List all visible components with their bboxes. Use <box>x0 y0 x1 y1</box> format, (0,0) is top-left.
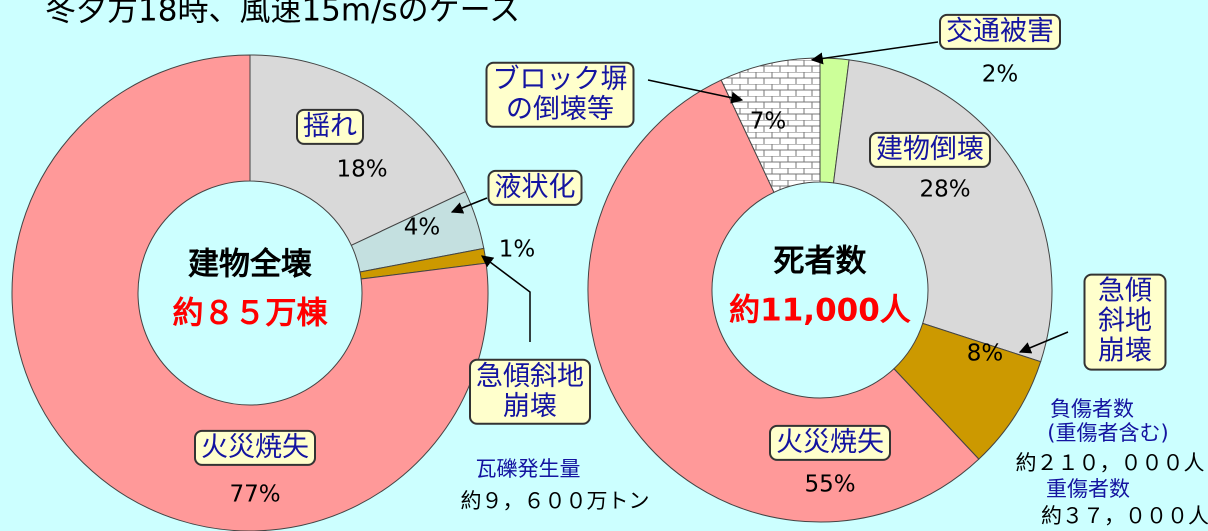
value-label: 28% <box>919 177 970 203</box>
category-label: 急傾斜地 崩壊 <box>1083 273 1167 371</box>
category-label: 火災焼失 <box>194 429 316 467</box>
annotation: 約９，６００万トン <box>460 489 650 513</box>
value-label: 7% <box>750 109 787 135</box>
annotation: 負傷者数 <box>1050 397 1134 421</box>
annotation: 瓦礫発生量 <box>475 457 581 481</box>
donut-segment <box>249 54 467 246</box>
value-label: 77% <box>229 482 280 508</box>
center-label: 約11,000人 <box>729 293 911 329</box>
category-label: 急傾斜地 崩壊 <box>469 358 591 426</box>
value-label: 55% <box>804 472 855 498</box>
annotation: (重傷者含む) <box>1047 421 1169 445</box>
category-label: 建物倒壊 <box>869 131 991 169</box>
leader-line <box>647 79 744 104</box>
category-label: 揺れ <box>296 108 364 146</box>
leader-line <box>481 255 531 342</box>
leader-line <box>450 197 488 214</box>
center-label: 死者数 <box>774 244 867 280</box>
category-label: ブロック塀 の倒壊等 <box>485 61 635 129</box>
annotation: 重傷者数 <box>1046 477 1130 501</box>
leader-line <box>1018 331 1069 354</box>
donut-segment <box>587 79 980 523</box>
donut-segment <box>11 54 489 531</box>
center-label: 建物全壊 <box>188 247 312 283</box>
annotation: 約３７，０００人 <box>1041 504 1208 528</box>
value-label: 8% <box>967 341 1004 367</box>
category-label: 液状化 <box>487 169 583 207</box>
value-label: 4% <box>404 215 441 241</box>
value-label: 2% <box>982 62 1019 88</box>
center-label: 約８５万棟 <box>173 296 329 332</box>
category-label: 交通被害 <box>939 13 1061 51</box>
annotation: 約２１０，０００人 <box>1015 451 1205 475</box>
value-label: 1% <box>499 237 536 263</box>
page-title: 冬夕方18時、風速15m/sのケース <box>45 0 520 29</box>
category-label: 火災焼失 <box>769 424 891 462</box>
leader-line <box>810 41 939 65</box>
value-label: 18% <box>336 157 387 183</box>
